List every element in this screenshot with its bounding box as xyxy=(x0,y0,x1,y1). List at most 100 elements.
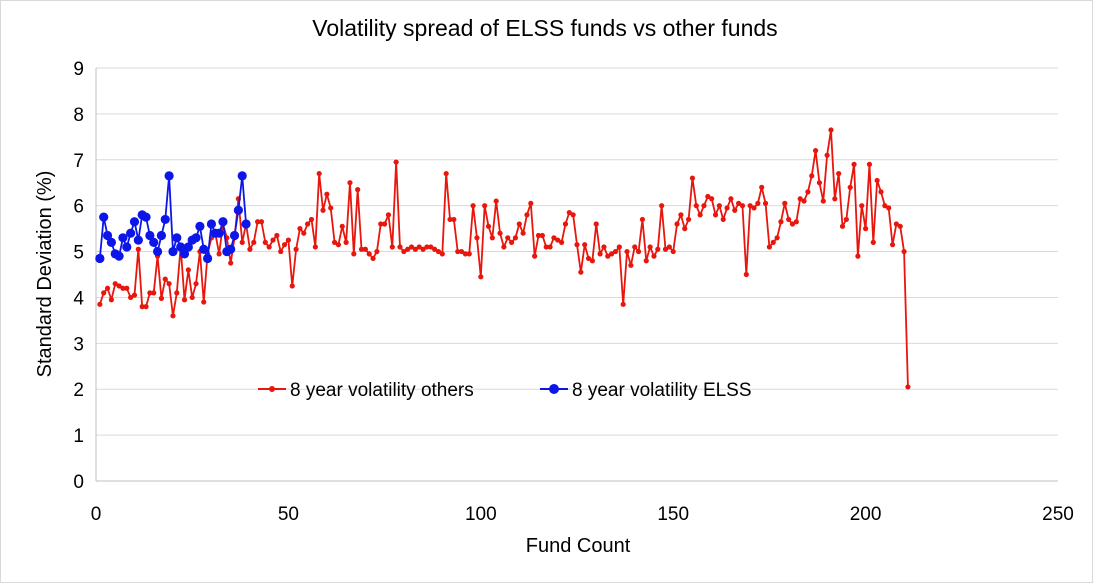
data-point-others xyxy=(616,244,622,250)
y-tick-label: 2 xyxy=(73,380,84,401)
data-point-others xyxy=(770,239,776,245)
data-point-others xyxy=(420,246,426,252)
data-point-others xyxy=(797,196,803,202)
data-point-others xyxy=(128,294,134,301)
data-point-others xyxy=(820,198,826,204)
data-point-elss xyxy=(160,214,170,225)
legend-marker-elss xyxy=(549,384,559,394)
data-point-others xyxy=(362,246,368,252)
data-point-others xyxy=(678,212,684,218)
data-point-others xyxy=(805,189,811,195)
data-point-others xyxy=(162,276,168,282)
data-point-others xyxy=(135,246,141,252)
data-point-others xyxy=(489,235,495,241)
data-point-others xyxy=(516,221,522,227)
data-point-others xyxy=(893,221,899,227)
y-tick-label: 5 xyxy=(73,243,84,264)
data-point-others xyxy=(124,285,130,291)
data-point-others xyxy=(901,248,907,255)
data-point-others xyxy=(508,239,515,245)
data-point-others xyxy=(659,203,665,209)
data-point-elss xyxy=(168,246,178,257)
data-point-others xyxy=(281,242,288,248)
y-tick-label: 3 xyxy=(73,334,84,355)
data-point-others xyxy=(174,290,180,296)
data-point-others xyxy=(812,148,819,154)
data-point-others xyxy=(312,244,318,250)
data-point-others xyxy=(193,281,199,287)
data-point-others xyxy=(643,258,649,264)
data-point-elss xyxy=(183,242,193,252)
data-point-others xyxy=(832,196,838,202)
data-point-others xyxy=(112,281,118,287)
data-point-others xyxy=(228,260,234,266)
data-point-others xyxy=(689,175,696,181)
data-point-others xyxy=(439,251,445,257)
data-point-elss xyxy=(218,217,228,227)
data-point-others xyxy=(855,253,861,259)
data-point-others xyxy=(347,180,353,186)
series-elss xyxy=(95,171,251,264)
data-point-others xyxy=(239,239,245,245)
data-point-elss xyxy=(106,237,116,247)
data-point-others xyxy=(501,244,507,250)
data-point-others xyxy=(782,200,788,206)
data-point-elss xyxy=(114,251,124,261)
data-point-others xyxy=(451,216,457,223)
x-axis-title: Fund Count xyxy=(526,535,631,557)
y-tick-label: 1 xyxy=(73,426,84,447)
data-point-others xyxy=(189,294,195,301)
data-point-others xyxy=(839,223,846,229)
data-point-others xyxy=(401,248,407,255)
data-point-others xyxy=(297,226,303,232)
data-point-others xyxy=(682,226,688,232)
data-point-others xyxy=(889,242,896,248)
data-point-others xyxy=(120,285,126,291)
data-point-others xyxy=(874,177,880,184)
data-point-others xyxy=(474,235,480,241)
data-point-others xyxy=(351,251,357,257)
data-point-others xyxy=(412,246,418,252)
data-point-others xyxy=(793,219,799,225)
data-point-others xyxy=(331,239,338,245)
data-point-elss xyxy=(199,244,209,254)
data-point-others xyxy=(789,221,796,227)
data-point-others xyxy=(816,180,823,186)
data-point-elss xyxy=(122,242,132,252)
data-point-others xyxy=(320,207,326,213)
data-point-elss xyxy=(176,242,186,252)
data-point-others xyxy=(566,209,572,216)
data-point-others xyxy=(751,205,757,211)
data-point-others xyxy=(582,242,588,248)
data-point-others xyxy=(774,235,780,241)
data-point-others xyxy=(116,283,122,289)
x-tick-label: 200 xyxy=(850,504,882,525)
data-point-others xyxy=(462,251,469,257)
data-point-others xyxy=(255,219,261,225)
data-point-others xyxy=(662,246,669,252)
data-point-others xyxy=(524,212,530,218)
data-point-others xyxy=(389,244,395,250)
data-point-others xyxy=(851,161,857,167)
data-point-others xyxy=(435,248,442,255)
data-point-others xyxy=(485,223,492,229)
data-point-elss xyxy=(129,217,140,227)
data-point-elss xyxy=(118,233,128,243)
data-point-others xyxy=(151,290,157,296)
data-point-others xyxy=(674,221,680,227)
data-point-elss xyxy=(229,230,240,241)
data-point-others xyxy=(104,285,111,291)
legend: 8 year volatility others 8 year volatili… xyxy=(258,380,752,401)
data-point-others xyxy=(366,251,372,257)
data-point-others xyxy=(547,244,553,250)
data-point-others xyxy=(201,299,207,305)
data-point-others xyxy=(97,301,103,307)
data-point-others xyxy=(358,246,365,252)
data-point-others xyxy=(339,223,345,229)
data-point-others xyxy=(466,251,472,257)
data-point-others xyxy=(597,251,603,257)
data-point-others xyxy=(274,232,280,239)
x-tick-label: 0 xyxy=(91,504,102,525)
data-point-others xyxy=(559,239,565,245)
data-point-others xyxy=(447,216,453,223)
